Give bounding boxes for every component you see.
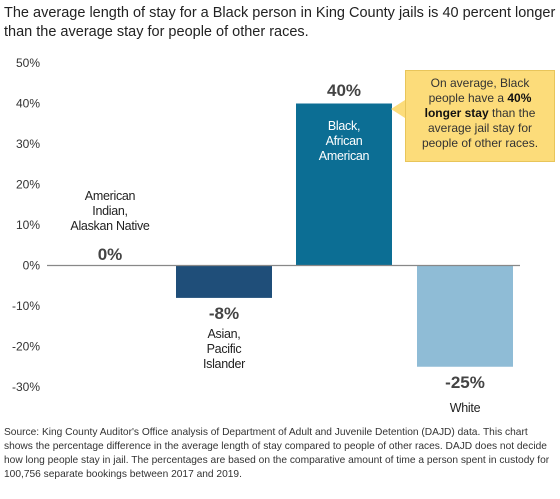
value-label: 40%	[327, 81, 361, 100]
category-label: African	[326, 134, 363, 148]
callout-pointer	[391, 100, 405, 118]
source-note: Source: King County Auditor's Office ana…	[4, 427, 550, 480]
callout-text-bold: 40% longer stay	[424, 91, 532, 120]
y-tick-label: 10%	[16, 218, 40, 232]
value-label: 0%	[98, 245, 123, 264]
bar-chart: 50%40%30%20%10%0%-10%-20%-30%AmericanInd…	[12, 56, 520, 415]
callout-text-post: than the average jail stay for people of…	[421, 106, 539, 150]
y-tick-label: 30%	[16, 137, 40, 151]
category-label: Asian,	[208, 327, 241, 341]
value-label: -8%	[209, 304, 239, 323]
category-label: Black,	[328, 119, 360, 133]
y-tick-label: -10%	[12, 299, 40, 313]
bar-2	[296, 103, 392, 266]
callout-text-pre: On average, Black people have a	[428, 76, 530, 105]
category-label: American	[85, 189, 136, 203]
y-tick-label: -30%	[12, 380, 40, 394]
y-tick-label: -20%	[12, 340, 40, 354]
bar-1	[176, 265, 272, 298]
chart-title: The average length of stay for a Black p…	[4, 5, 556, 40]
category-label: Alaskan Native	[70, 219, 150, 233]
category-label: Indian,	[92, 204, 127, 218]
y-tick-label: 50%	[16, 56, 40, 70]
category-label: American	[319, 149, 370, 163]
y-tick-label: 20%	[16, 178, 40, 192]
value-label: -25%	[445, 373, 485, 392]
category-label: Pacific	[207, 342, 242, 356]
category-label: Islander	[203, 357, 245, 371]
y-tick-label: 40%	[16, 97, 40, 111]
callout-box: On average, Black people have a 40% long…	[405, 70, 555, 162]
y-tick-label: 0%	[23, 259, 41, 273]
category-label: White	[450, 401, 481, 415]
bar-3	[417, 265, 513, 367]
